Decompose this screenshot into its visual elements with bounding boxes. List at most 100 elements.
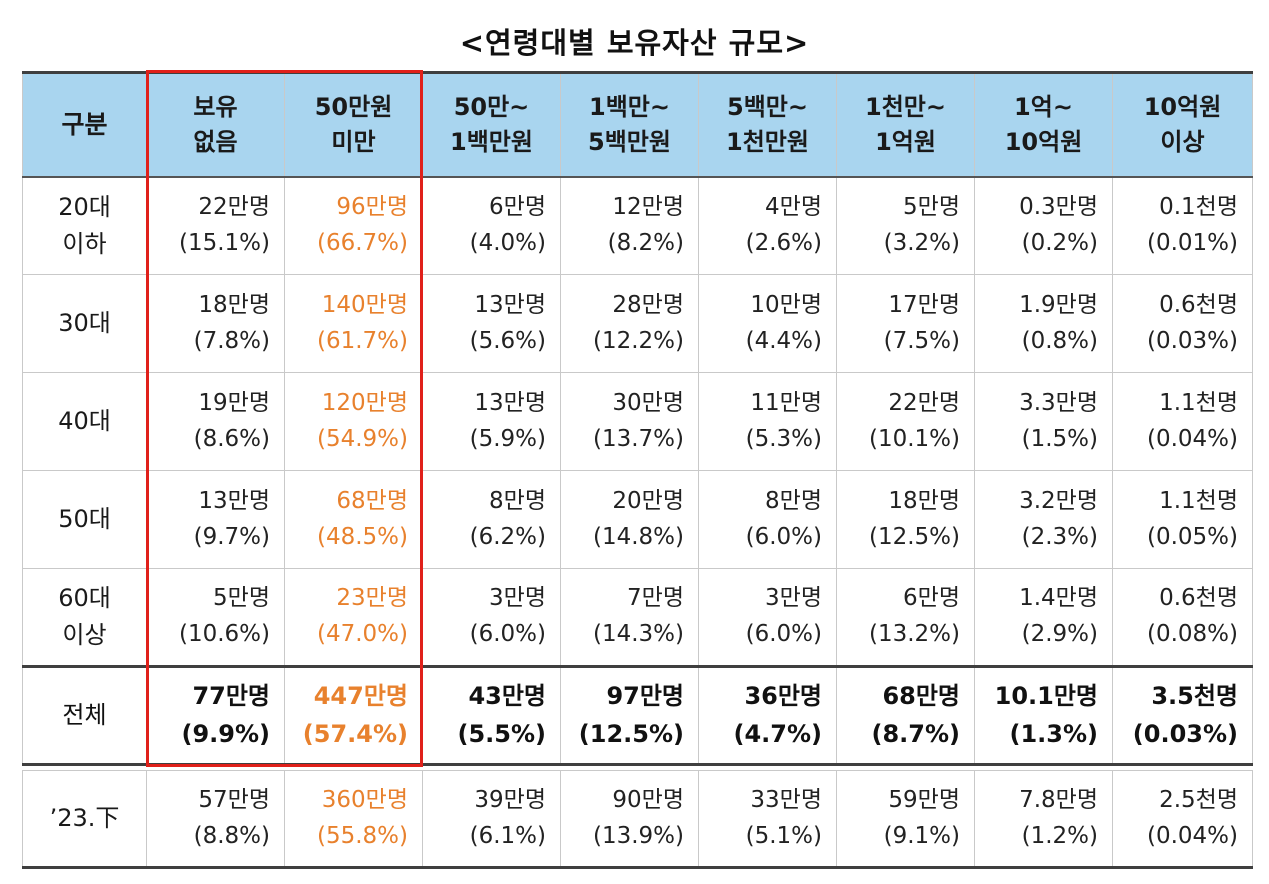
cell-percent: (9.9%) bbox=[181, 719, 271, 748]
table-cell: 19만명 (8.6%) bbox=[146, 372, 285, 471]
cell-percent: (14.8%) bbox=[592, 523, 684, 550]
header-col-1eok-10eok: 1억~ 10억원 bbox=[974, 71, 1113, 178]
cell-count: 3만명 bbox=[489, 585, 546, 612]
table-row: 30대 18만명 (7.8%) 140만명 (61.7%) 13만명 (5.6%) 28만명 (… bbox=[22, 274, 1253, 373]
cell-count: 13만명 bbox=[474, 291, 546, 318]
cell-count: 90만명 bbox=[612, 786, 684, 813]
row-label: 20대 이하 bbox=[22, 176, 147, 275]
cell-percent: (2.6%) bbox=[745, 229, 822, 256]
table-cell: 3.2만명 (2.3%) bbox=[974, 470, 1113, 569]
table-row: 20대 이하 22만명 (15.1%) 96만명 (66.7%) 6만명 (4.0%) 12만명… bbox=[22, 176, 1253, 275]
header-category: 구분 bbox=[22, 71, 147, 178]
cell-percent: (55.8%) bbox=[316, 822, 408, 849]
header-row: 구분 보유 없음 50만원 미만 50만~ 1백만원 1백만~ 5백만원 5백만… bbox=[22, 71, 1253, 178]
cell-count: 4만명 bbox=[765, 194, 822, 221]
cell-percent: (61.7%) bbox=[316, 327, 408, 354]
table-cell: 1.1천명 (0.05%) bbox=[1112, 470, 1253, 569]
row-label-line-1: 전체 bbox=[62, 700, 107, 729]
table-cell: 2.5천명 (0.04%) bbox=[1112, 770, 1253, 869]
cell-count: 7.8만명 bbox=[1019, 786, 1098, 813]
table-cell: 8만명 (6.0%) bbox=[698, 470, 837, 569]
row-label: 50대 bbox=[22, 470, 147, 569]
asset-table: 구분 보유 없음 50만원 미만 50만~ 1백만원 1백만~ 5백만원 5백만… bbox=[22, 71, 1253, 869]
cell-count: 0.3만명 bbox=[1019, 194, 1098, 221]
cell-count: 28만명 bbox=[612, 291, 684, 318]
header-col-under-50-line1: 50만원 bbox=[314, 92, 393, 121]
table-cell: 28만명 (12.2%) bbox=[560, 274, 699, 373]
cell-count: 360만명 bbox=[321, 786, 408, 813]
table-cell: 0.6천명 (0.03%) bbox=[1112, 274, 1253, 373]
total-row: 전체 77만명 (9.9%) 447만명 (57.4%) 43만명 (5.5%) 97만명 (1… bbox=[22, 665, 1253, 766]
cell-percent: (13.7%) bbox=[592, 425, 684, 452]
header-col-1eok-10eok-line1: 1억~ bbox=[1014, 92, 1073, 121]
cell-count: 13만명 bbox=[198, 487, 270, 514]
table-cell: 17만명 (7.5%) bbox=[836, 274, 975, 373]
cell-percent: (0.2%) bbox=[1021, 229, 1098, 256]
cell-count: 3만명 bbox=[765, 585, 822, 612]
table-cell: 18만명 (7.8%) bbox=[146, 274, 285, 373]
cell-count: 18만명 bbox=[888, 487, 960, 514]
cell-count: 12만명 bbox=[612, 194, 684, 221]
table-cell: 3.5천명 (0.03%) bbox=[1112, 665, 1253, 766]
cell-count: 23만명 bbox=[336, 585, 408, 612]
table-cell: 10.1만명 (1.3%) bbox=[974, 665, 1113, 766]
cell-percent: (66.7%) bbox=[316, 229, 408, 256]
header-col-1000-1eok: 1천만~ 1억원 bbox=[836, 71, 975, 178]
header-col-1eok-10eok-line2: 10억원 bbox=[1004, 127, 1083, 156]
cell-percent: (12.5%) bbox=[578, 719, 684, 748]
cell-percent: (12.2%) bbox=[592, 327, 684, 354]
cell-percent: (8.7%) bbox=[871, 719, 961, 748]
cell-percent: (8.8%) bbox=[193, 822, 270, 849]
cell-count: 43만명 bbox=[468, 682, 546, 711]
cell-count: 96만명 bbox=[336, 194, 408, 221]
table-row: 60대 이상 5만명 (10.6%) 23만명 (47.0%) 3만명 (6.0%) 7만명 (1… bbox=[22, 568, 1253, 667]
header-col-1000-1eok-line2: 1억원 bbox=[875, 127, 936, 156]
cell-count: 18만명 bbox=[198, 291, 270, 318]
cell-count: 7만명 bbox=[627, 585, 684, 612]
cell-percent: (4.4%) bbox=[745, 327, 822, 354]
cell-percent: (10.6%) bbox=[178, 621, 270, 647]
table-cell: 68만명 (48.5%) bbox=[284, 470, 423, 569]
cell-count: 30만명 bbox=[612, 389, 684, 416]
table-cell: 1.4만명 (2.9%) bbox=[974, 568, 1113, 667]
row-label-line-1: 30대 bbox=[58, 308, 111, 337]
cell-percent: (13.9%) bbox=[592, 822, 684, 849]
cell-count: 5만명 bbox=[903, 194, 960, 221]
row-label: 30대 bbox=[22, 274, 147, 373]
cell-percent: (5.1%) bbox=[745, 822, 822, 849]
table-cell: 447만명 (57.4%) bbox=[284, 665, 423, 766]
header-category-label: 구분 bbox=[61, 109, 108, 139]
cell-percent: (5.3%) bbox=[745, 425, 822, 452]
cell-count: 68만명 bbox=[336, 487, 408, 514]
row-label-line-1: 20대 bbox=[58, 192, 111, 221]
cell-percent: (0.01%) bbox=[1146, 229, 1238, 256]
cell-count: 3.3만명 bbox=[1019, 389, 1098, 416]
table-cell: 0.6천명 (0.08%) bbox=[1112, 568, 1253, 667]
cell-percent: (9.1%) bbox=[883, 822, 960, 849]
cell-percent: (7.8%) bbox=[193, 327, 270, 354]
table-cell: 1.9만명 (0.8%) bbox=[974, 274, 1113, 373]
cell-percent: (13.2%) bbox=[868, 621, 960, 647]
cell-count: 17만명 bbox=[888, 291, 960, 318]
cell-count: 59만명 bbox=[888, 786, 960, 813]
cell-count: 6만명 bbox=[489, 194, 546, 221]
cell-percent: (0.05%) bbox=[1146, 523, 1238, 550]
cell-percent: (6.0%) bbox=[469, 621, 546, 647]
cell-percent: (4.7%) bbox=[733, 719, 823, 748]
table-cell: 22만명 (15.1%) bbox=[146, 176, 285, 275]
row-label-line-1: 40대 bbox=[58, 406, 111, 435]
cell-percent: (57.4%) bbox=[302, 719, 408, 748]
table-cell: 6만명 (4.0%) bbox=[422, 176, 561, 275]
header-col-none: 보유 없음 bbox=[146, 71, 285, 178]
cell-count: 140만명 bbox=[321, 291, 408, 318]
cell-count: 0.1천명 bbox=[1159, 194, 1238, 221]
table-cell: 68만명 (8.7%) bbox=[836, 665, 975, 766]
header-col-50-100: 50만~ 1백만원 bbox=[422, 71, 561, 178]
cell-percent: (1.5%) bbox=[1021, 425, 1098, 452]
table-cell: 13만명 (9.7%) bbox=[146, 470, 285, 569]
header-col-none-line2: 없음 bbox=[193, 127, 238, 156]
header-col-under-50-line2: 미만 bbox=[331, 127, 376, 156]
cell-percent: (3.2%) bbox=[883, 229, 960, 256]
cell-count: 20만명 bbox=[612, 487, 684, 514]
header-col-100-500-line1: 1백만~ bbox=[589, 92, 670, 121]
